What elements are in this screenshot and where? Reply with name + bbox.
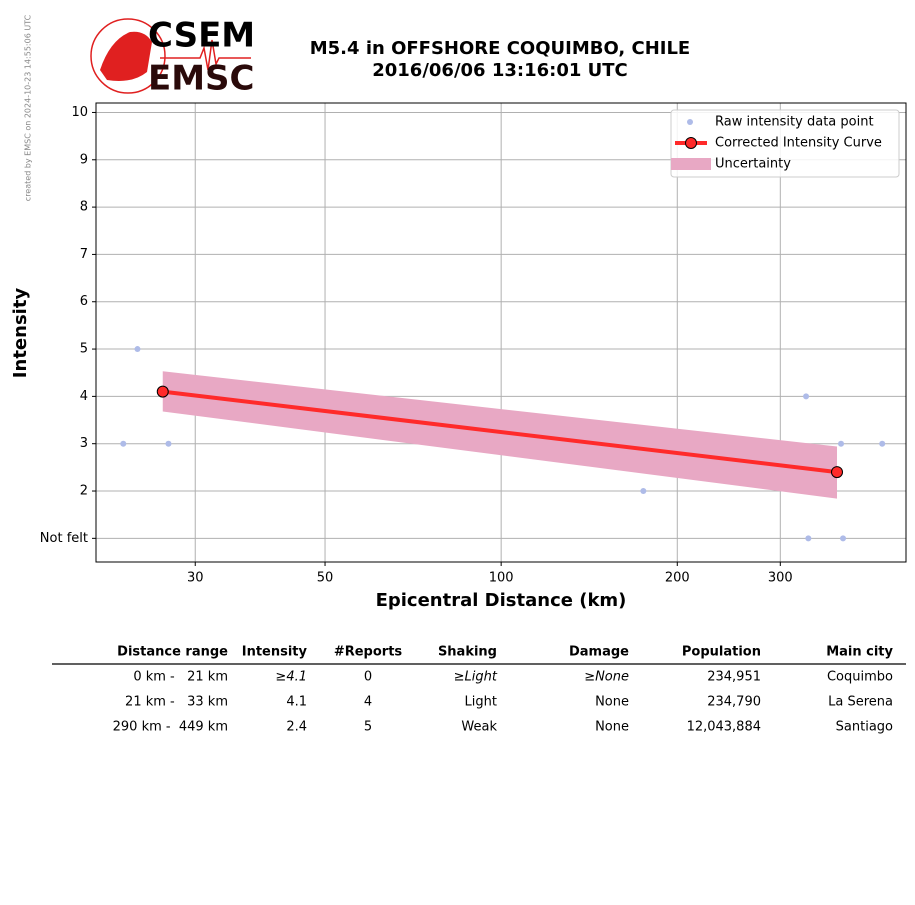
- data-point: [838, 440, 845, 447]
- y-tick-label: 3: [80, 436, 88, 451]
- curve: [162, 389, 838, 475]
- table-cell: ≥Light: [454, 670, 498, 685]
- legend-label: Corrected Intensity Curve: [715, 136, 882, 151]
- data-point: [165, 440, 172, 447]
- legend-label: Raw intensity data point: [715, 115, 874, 130]
- y-tick-label: 5: [80, 342, 88, 357]
- legend-marker: [685, 137, 697, 149]
- y-tick-label: Not felt: [40, 531, 88, 546]
- plot-frame: [95, 102, 907, 563]
- table-cell: 4.1: [286, 695, 307, 710]
- table-cell: La Serena: [828, 695, 893, 710]
- logo-text: EMSC: [148, 59, 255, 99]
- chart-title: M5.4 in OFFSHORE COQUIMBO, CHILE: [310, 38, 690, 59]
- curve-point: [831, 466, 844, 479]
- table-cell: 2.4: [286, 720, 307, 735]
- data-point: [640, 488, 647, 495]
- uncertainty-band: [162, 371, 838, 499]
- data-point: [805, 535, 812, 542]
- legend-marker: [687, 119, 693, 125]
- table-cell: None: [595, 720, 629, 735]
- table-cell: 234,951: [707, 670, 761, 685]
- x-tick-label: 50: [317, 571, 334, 586]
- table-cell: Light: [465, 695, 497, 710]
- table-cell: Coquimbo: [827, 670, 893, 685]
- logo-text: CSEM: [148, 16, 255, 56]
- x-tick-label: 200: [665, 571, 690, 586]
- table-cell: 5: [364, 720, 372, 735]
- table-header: Shaking: [438, 645, 497, 660]
- y-tick-label: 9: [80, 152, 88, 167]
- table-cell: 0 km - 21 km: [133, 670, 228, 685]
- table-header: Main city: [826, 645, 893, 660]
- legend-box: [670, 109, 900, 178]
- table-cell: 12,043,884: [687, 720, 761, 735]
- table-cell: 290 km - 449 km: [113, 720, 228, 735]
- x-axis-label: Epicentral Distance (km): [376, 590, 627, 611]
- x-tick-label: 100: [489, 571, 514, 586]
- table-header: Intensity: [242, 645, 308, 660]
- table-header: Damage: [569, 645, 629, 660]
- legend: Raw intensity data point Corrected Intens…: [670, 109, 900, 178]
- y-axis-label: Intensity: [10, 288, 31, 379]
- legend-marker: [671, 158, 711, 170]
- y-tick-label: 10: [71, 105, 88, 120]
- data-point: [803, 393, 810, 400]
- logo-globe: [90, 18, 166, 94]
- logo-map: [100, 31, 152, 81]
- table-cell: 21 km - 33 km: [125, 695, 228, 710]
- x-tick-label: 300: [768, 571, 793, 586]
- y-tick-label: 7: [80, 247, 88, 262]
- data-point: [120, 440, 127, 447]
- table-cell: 234,790: [707, 695, 761, 710]
- table-header: Population: [682, 645, 761, 660]
- table-header: Distance range: [117, 645, 228, 660]
- y-tick-label: 6: [80, 294, 88, 309]
- table-cell: 4: [364, 695, 372, 710]
- credit: created by EMSC on 2024-10-23 14:55:06 U…: [24, 14, 33, 201]
- data-point: [840, 535, 847, 542]
- table-cell: 0: [364, 670, 372, 685]
- logo: CSEM EMSC: [90, 16, 255, 99]
- table-cell: ≥None: [584, 670, 629, 685]
- x-tick-label: 30: [187, 571, 204, 586]
- table-cell: ≥4.1: [275, 670, 307, 685]
- logo-wave: [160, 39, 251, 71]
- chart-subtitle: 2016/06/06 13:16:01 UTC: [372, 60, 628, 81]
- table-cell: Weak: [461, 720, 497, 735]
- table-cell: None: [595, 695, 629, 710]
- table-cell: Santiago: [836, 720, 893, 735]
- y-tick-label: 4: [80, 389, 88, 404]
- y-tick-label: 8: [80, 200, 88, 215]
- y-tick-label: 2: [80, 484, 88, 499]
- table-header: #Reports: [334, 645, 403, 660]
- data-point: [134, 346, 141, 353]
- data-point: [879, 440, 886, 447]
- legend-label: Uncertainty: [715, 157, 791, 172]
- curve-point: [156, 385, 169, 398]
